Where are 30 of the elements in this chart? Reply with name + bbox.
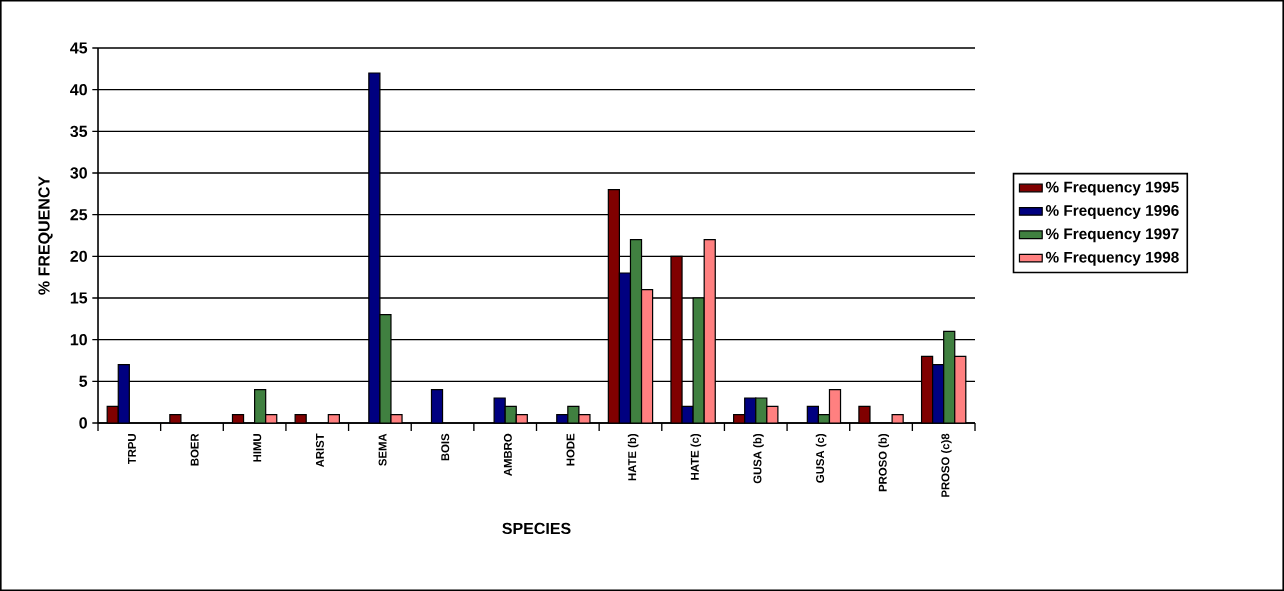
x-tick-label: HATE (c): [690, 433, 702, 480]
x-tick-label: AMBRO: [503, 433, 512, 476]
legend-label: % Frequency 1995: [1045, 181, 1179, 196]
y-tick-label: 45: [70, 42, 88, 54]
y-tick-label: 0: [79, 417, 87, 429]
y-axis-title: % FREQUENCY: [38, 176, 53, 295]
legend-label: % Frequency 1997: [1045, 228, 1179, 243]
x-tick-label: GUSA (c): [815, 433, 827, 483]
y-tick-label: 15: [70, 292, 88, 304]
x-tick-label: BOER: [190, 433, 199, 466]
y-tick-label: 35: [70, 125, 88, 137]
y-tick-label: 10: [70, 333, 87, 346]
y-tick-label: 30: [70, 167, 87, 179]
x-tick-label: BOIS: [441, 433, 450, 461]
x-tick-label: SEMA: [378, 433, 387, 466]
y-tick-label: 25: [70, 208, 88, 221]
legend-label: % Frequency 1996: [1045, 205, 1179, 219]
y-tick-label: 40: [70, 84, 87, 96]
y-tick-label: 5: [79, 375, 88, 387]
x-tick-label: HIMU: [253, 434, 262, 462]
x-tick-label: HODE: [566, 433, 575, 466]
x-tick-label: ARIST: [315, 433, 324, 468]
x-tick-label: TRPU: [128, 434, 136, 465]
x-tick-label: PROSO (b): [878, 433, 889, 492]
x-tick-label: PROSO (c)8: [941, 433, 952, 497]
y-tick-label: 20: [70, 250, 87, 262]
x-tick-label: GUSA (b): [753, 433, 764, 484]
legend-label: % Frequency 1998: [1045, 251, 1179, 266]
x-tick-label: HATE (b): [627, 433, 639, 481]
x-axis-title: SPECIES: [502, 522, 571, 535]
